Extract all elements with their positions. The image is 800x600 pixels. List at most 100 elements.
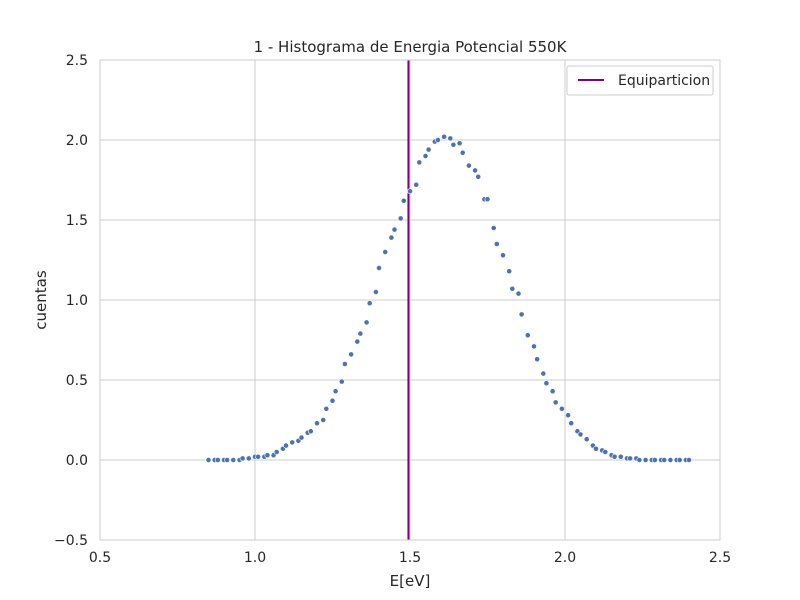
legend-label: Equiparticion	[618, 73, 710, 89]
data-point	[366, 300, 373, 307]
data-point	[506, 268, 513, 275]
y-tick-labels: −0.5 0.0 0.5 1.0 1.5 2.0 2.5	[54, 53, 88, 549]
y-tick-label: −0.5	[54, 533, 88, 549]
data-point	[376, 265, 382, 271]
data-point	[413, 181, 420, 188]
data-point	[422, 153, 429, 159]
data-point	[323, 405, 330, 412]
data-point	[583, 436, 590, 443]
data-point	[552, 399, 559, 406]
data-point	[363, 319, 370, 326]
data-point	[245, 455, 252, 462]
data-point	[465, 162, 472, 169]
data-point	[447, 135, 454, 142]
data-point	[524, 332, 531, 339]
x-axis-label: E[eV]	[390, 572, 431, 590]
data-point	[338, 378, 345, 385]
data-point	[484, 196, 491, 203]
data-point	[549, 388, 556, 395]
x-tick-label: 2.5	[709, 550, 731, 566]
data-point	[617, 453, 624, 460]
data-point	[543, 380, 550, 387]
data-point	[400, 197, 407, 204]
data-point	[490, 225, 497, 231]
legend: Equiparticion	[566, 65, 714, 96]
data-point	[568, 420, 575, 427]
data-point	[593, 445, 599, 452]
data-point	[224, 457, 230, 463]
x-tick-label: 1.5	[399, 550, 421, 566]
chart-title: 1 - Histograma de Energia Potencial 550K	[254, 38, 568, 56]
data-point	[307, 428, 314, 435]
y-tick-label: 1.5	[66, 213, 88, 229]
data-point	[391, 226, 398, 233]
data-point	[416, 159, 423, 166]
data-point	[459, 149, 466, 156]
data-point	[661, 457, 668, 463]
y-axis-label: cuentas	[32, 270, 50, 330]
data-point	[283, 442, 289, 449]
data-point	[686, 457, 692, 463]
x-tick-label: 0.5	[89, 550, 111, 566]
data-point	[332, 388, 339, 395]
data-point	[565, 412, 571, 419]
data-point	[652, 457, 658, 463]
data-point	[602, 449, 609, 455]
data-point	[388, 234, 395, 241]
data-point	[434, 137, 441, 143]
x-tick-label: 2.0	[554, 550, 576, 566]
data-point	[372, 289, 379, 295]
data-point	[205, 457, 212, 463]
data-point	[441, 133, 447, 140]
grid-lines	[99, 59, 721, 541]
data-point	[264, 452, 271, 459]
data-point	[534, 356, 540, 363]
data-point	[320, 417, 327, 423]
data-point	[611, 453, 618, 460]
data-point	[214, 457, 221, 463]
data-point	[298, 434, 305, 441]
data-point	[667, 457, 674, 463]
y-tick-label: 0.5	[66, 373, 88, 389]
y-tick-label: 0.0	[66, 453, 88, 469]
data-point	[230, 457, 237, 463]
data-point	[559, 405, 565, 412]
data-point	[577, 431, 584, 438]
data-point	[676, 457, 683, 463]
data-point	[314, 420, 320, 427]
data-point	[329, 397, 336, 404]
data-point	[348, 351, 354, 358]
x-tick-label: 1.0	[244, 550, 266, 566]
data-point	[540, 370, 547, 377]
data-point	[341, 361, 348, 367]
data-point	[397, 215, 404, 222]
data-point	[407, 188, 413, 195]
data-point	[531, 343, 537, 350]
data-point	[627, 455, 633, 462]
y-tick-label: 2.0	[66, 133, 88, 149]
data-point	[289, 439, 296, 446]
data-point	[239, 455, 246, 462]
data-point	[500, 252, 506, 259]
data-point	[515, 290, 522, 297]
data-point	[273, 449, 280, 455]
data-point	[475, 173, 482, 180]
x-tick-labels: 0.5 1.0 1.5 2.0 2.5	[89, 550, 731, 566]
data-point	[509, 285, 516, 292]
y-tick-label: 2.5	[66, 53, 88, 69]
data-point	[354, 338, 361, 345]
data-point	[382, 249, 389, 255]
data-point	[456, 140, 463, 147]
plot-frame	[99, 59, 721, 541]
data-point	[357, 330, 364, 337]
data-point	[518, 311, 525, 318]
data-point	[450, 141, 457, 148]
data-point	[425, 146, 432, 153]
data-point	[493, 241, 500, 247]
data-point	[255, 453, 261, 460]
data-point	[642, 457, 649, 463]
data-points	[205, 133, 692, 463]
y-tick-label: 1.0	[66, 293, 88, 309]
legend-box	[566, 65, 714, 96]
